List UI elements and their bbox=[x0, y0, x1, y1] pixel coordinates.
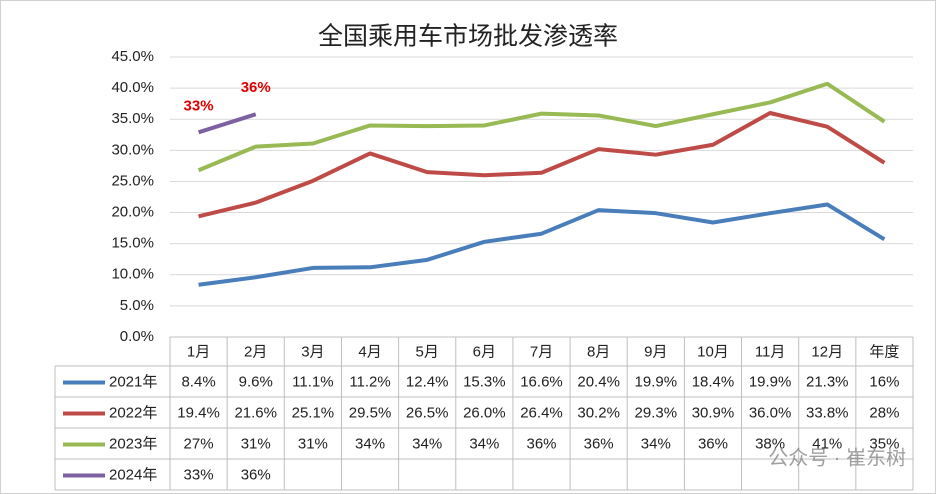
x-tick-label: 9月 bbox=[644, 343, 667, 360]
table-cell: 28% bbox=[869, 404, 899, 421]
table-cell: 20.4% bbox=[577, 373, 620, 390]
table-cell: 8.4% bbox=[181, 373, 215, 390]
table-cell: 31% bbox=[298, 435, 328, 452]
table-cell: 12.4% bbox=[406, 373, 449, 390]
table-cell: 18.4% bbox=[692, 373, 735, 390]
table-cell: 16% bbox=[869, 373, 899, 390]
table-cell: 11.1% bbox=[292, 373, 333, 390]
x-tick-label: 10月 bbox=[697, 343, 729, 360]
table-cell: 30.2% bbox=[577, 404, 620, 421]
table-cell: 29.5% bbox=[349, 404, 392, 421]
table-cell: 19.9% bbox=[749, 373, 792, 390]
series-line bbox=[198, 202, 886, 287]
series-line bbox=[197, 112, 257, 135]
legend-label: 2021年 bbox=[109, 373, 157, 390]
table-cell: 26.4% bbox=[520, 404, 563, 421]
table-cell: 19.4% bbox=[177, 404, 220, 421]
watermark: 公众号 · 崔东树 bbox=[768, 446, 906, 469]
table-cell: 25.1% bbox=[292, 404, 335, 421]
x-tick-label: 12月 bbox=[811, 343, 843, 360]
table-cell: 34% bbox=[641, 435, 671, 452]
x-tick-label: 11月 bbox=[755, 343, 786, 360]
y-tick-label: 5.0% bbox=[120, 297, 154, 314]
x-tick-label: 5月 bbox=[416, 343, 439, 360]
data-label: 33% bbox=[184, 97, 214, 114]
y-tick-label: 10.0% bbox=[111, 266, 154, 283]
table-cell: 19.9% bbox=[635, 373, 678, 390]
y-tick-label: 15.0% bbox=[111, 235, 154, 252]
chart-title: 全国乘用车市场批发渗透率 bbox=[318, 22, 618, 51]
table-cell: 21.6% bbox=[234, 404, 277, 421]
legend-label: 2024年 bbox=[109, 466, 157, 483]
legend-label: 2023年 bbox=[109, 435, 157, 452]
x-tick-label: 8月 bbox=[587, 343, 610, 360]
table-cell: 34% bbox=[355, 435, 385, 452]
table-cell: 11.2% bbox=[349, 373, 390, 390]
x-tick-label: 1月 bbox=[187, 343, 210, 360]
data-label: 36% bbox=[241, 79, 271, 96]
table-cell: 35% bbox=[869, 435, 899, 452]
table-cell: 36% bbox=[241, 466, 271, 483]
y-tick-label: 30.0% bbox=[111, 141, 154, 158]
y-tick-label: 20.0% bbox=[111, 204, 154, 221]
table-cell: 30.9% bbox=[692, 404, 735, 421]
y-tick-label: 35.0% bbox=[111, 110, 154, 127]
x-tick-label: 年度 bbox=[869, 343, 899, 360]
x-tick-label: 7月 bbox=[530, 343, 553, 360]
table-cell: 34% bbox=[469, 435, 499, 452]
table-cell: 27% bbox=[184, 435, 214, 452]
table-cell: 9.6% bbox=[239, 373, 273, 390]
y-tick-label: 45.0% bbox=[111, 48, 154, 65]
series-line bbox=[197, 81, 886, 173]
table-cell: 36% bbox=[698, 435, 728, 452]
table-cell: 26.0% bbox=[463, 404, 506, 421]
y-tick-label: 25.0% bbox=[111, 172, 154, 189]
table-cell: 36.0% bbox=[749, 404, 792, 421]
y-tick-label: 40.0% bbox=[111, 79, 154, 96]
table-cell: 29.3% bbox=[635, 404, 678, 421]
series-line bbox=[198, 111, 886, 219]
table-cell: 34% bbox=[412, 435, 442, 452]
table-cell: 31% bbox=[241, 435, 271, 452]
table-cell: 33.8% bbox=[806, 404, 849, 421]
x-tick-label: 2月 bbox=[244, 343, 267, 360]
y-tick-label: 0.0% bbox=[120, 328, 154, 345]
table-cell: 21.3% bbox=[806, 373, 849, 390]
table-cell: 36% bbox=[526, 435, 556, 452]
table-cell: 38% bbox=[755, 435, 785, 452]
x-tick-label: 4月 bbox=[358, 343, 381, 360]
table-cell: 26.5% bbox=[406, 404, 449, 421]
x-tick-label: 3月 bbox=[301, 343, 324, 360]
table-cell: 41% bbox=[812, 435, 842, 452]
table-cell: 16.6% bbox=[520, 373, 563, 390]
legend-label: 2022年 bbox=[109, 404, 157, 421]
table-cell: 36% bbox=[584, 435, 614, 452]
x-tick-label: 6月 bbox=[473, 343, 496, 360]
table-cell: 33% bbox=[184, 466, 214, 483]
table-cell: 15.3% bbox=[463, 373, 506, 390]
